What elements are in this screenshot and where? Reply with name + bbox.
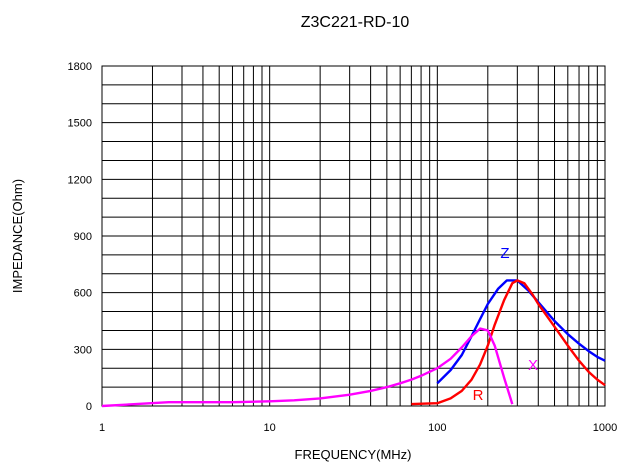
- y-axis-label: IMPEDANCE(Ohm): [10, 179, 25, 293]
- y-tick-label: 1800: [68, 61, 92, 73]
- plot-frame: [101, 65, 606, 407]
- series-label-r: R: [473, 387, 484, 404]
- y-tick-label: 900: [74, 231, 92, 243]
- y-tick-label: 300: [74, 344, 92, 356]
- series-line-r: [411, 279, 606, 406]
- x-tick-label: 1000: [593, 422, 617, 434]
- series-lines: [101, 279, 606, 408]
- x-tick-label: 10: [264, 422, 276, 434]
- series-label-x: X: [528, 357, 538, 374]
- x-tick-labels: 1 10 100 1000: [99, 422, 617, 434]
- y-tick-label: 1200: [68, 174, 92, 186]
- grid: [102, 66, 605, 406]
- x-axis-label: FREQUENCY(MHz): [295, 447, 412, 462]
- y-tick-label: 600: [74, 288, 92, 300]
- x-tick-label: 100: [428, 422, 446, 434]
- y-tick-labels: 0 300 600 900 1200 1500 1800: [68, 61, 92, 413]
- series-label-z: Z: [500, 245, 509, 262]
- x-tick-label: 1: [99, 422, 105, 434]
- y-tick-label: 0: [86, 401, 92, 413]
- y-tick-label: 1500: [68, 118, 92, 130]
- series-line-x: [101, 327, 514, 408]
- series-labels: Z R X: [473, 245, 538, 404]
- chart-title: Z3C221-RD-10: [301, 14, 410, 31]
